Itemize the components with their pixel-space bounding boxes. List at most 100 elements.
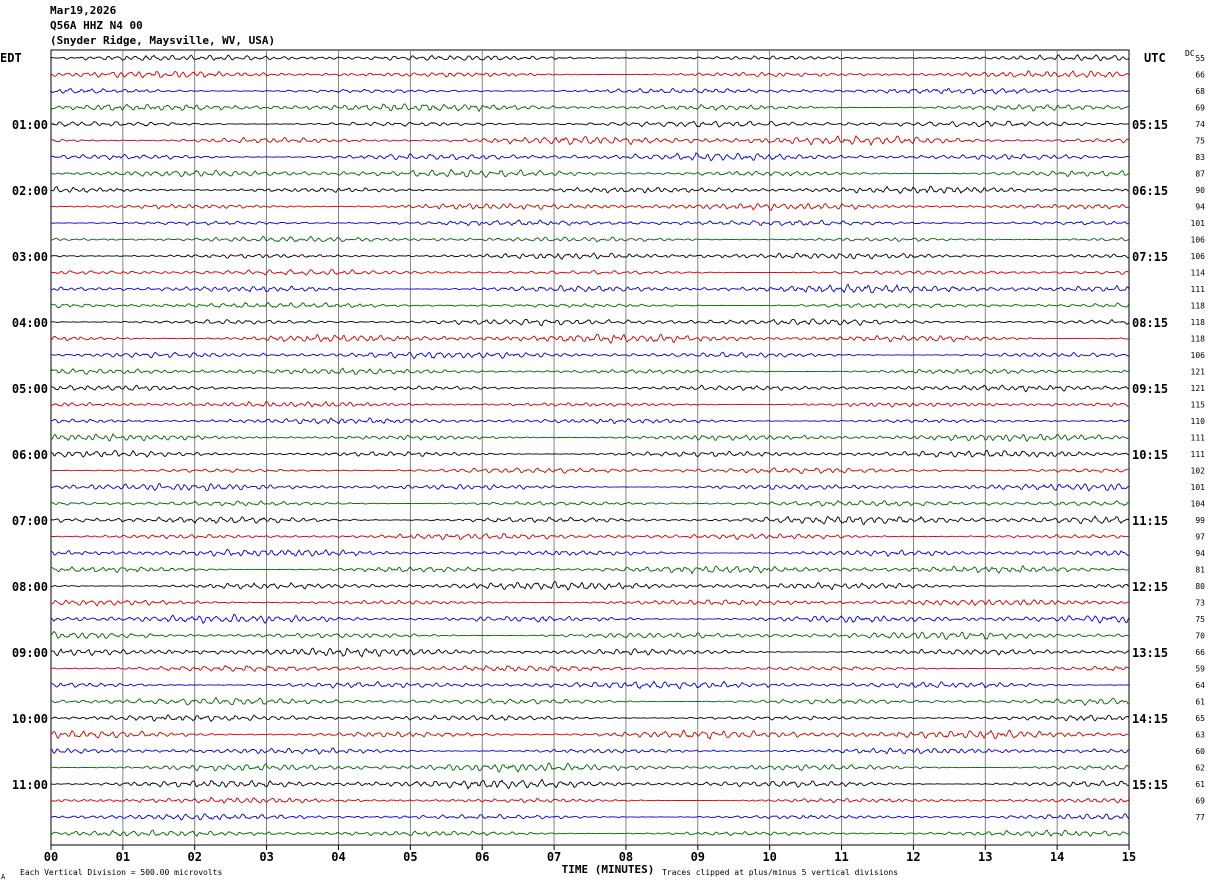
- right-time-label: 09:15: [1132, 382, 1168, 396]
- seismic-trace: [50, 548, 1130, 558]
- dc-offset-value: 97: [1195, 533, 1205, 542]
- seismic-trace: [50, 533, 1130, 540]
- seismic-trace: [50, 580, 1130, 591]
- dc-offset-value: 101: [1191, 483, 1206, 492]
- seismic-trace: [50, 333, 1130, 344]
- left-time-label: 02:00: [12, 184, 48, 198]
- dc-offset-value: 114: [1191, 269, 1206, 278]
- corner-mark: A: [1, 873, 6, 881]
- seismic-trace: [50, 630, 1130, 640]
- right-axis-title: UTC: [1144, 51, 1166, 65]
- seismic-trace: [50, 54, 1130, 61]
- seismic-trace: [50, 829, 1130, 837]
- right-time-label: 15:15: [1132, 778, 1168, 792]
- dc-offset-value: 104: [1191, 500, 1206, 509]
- right-time-label: 12:15: [1132, 580, 1168, 594]
- dc-offset-value: 66: [1195, 648, 1205, 657]
- dc-offset-value: 115: [1191, 401, 1206, 410]
- x-tick-label: 04: [331, 850, 345, 864]
- seismic-trace: [50, 152, 1130, 162]
- x-tick-label: 02: [188, 850, 202, 864]
- dc-offset-value: 66: [1195, 71, 1205, 80]
- seismic-trace: [50, 301, 1130, 309]
- dc-offset-value: 77: [1195, 813, 1205, 822]
- dc-offset-value: 111: [1191, 450, 1206, 459]
- dc-offset-value: 68: [1195, 87, 1205, 96]
- dc-offset-value: 111: [1191, 285, 1206, 294]
- dc-offset-value: 90: [1195, 186, 1205, 195]
- seismic-trace: [50, 696, 1130, 706]
- seismic-trace: [50, 168, 1130, 179]
- dc-offset-value: 118: [1191, 302, 1206, 311]
- dc-offset-value: 75: [1195, 615, 1205, 624]
- x-tick-label: 05: [403, 850, 417, 864]
- seismic-trace: [50, 729, 1130, 741]
- dc-offset-value: 69: [1195, 104, 1205, 113]
- x-axis-label: TIME (MINUTES): [562, 863, 655, 876]
- right-time-label: 11:15: [1132, 514, 1168, 528]
- dc-offset-value: 75: [1195, 137, 1205, 146]
- seismic-trace: [50, 283, 1130, 294]
- dc-offset-value: 118: [1191, 335, 1206, 344]
- x-tick-label: 00: [44, 850, 58, 864]
- seismic-trace: [50, 449, 1130, 458]
- seismic-trace: [50, 762, 1130, 774]
- left-time-label: 06:00: [12, 448, 48, 462]
- right-time-label: 06:15: [1132, 184, 1168, 198]
- seismic-trace: [50, 417, 1130, 425]
- x-tick-label: 14: [1050, 850, 1064, 864]
- dc-offset-value: 80: [1195, 582, 1205, 591]
- x-tick-label: 11: [834, 850, 848, 864]
- left-time-label: 09:00: [12, 646, 48, 660]
- dc-offset-value: 69: [1195, 797, 1205, 806]
- right-time-label: 13:15: [1132, 646, 1168, 660]
- left-time-label: 08:00: [12, 580, 48, 594]
- seismic-trace: [50, 714, 1130, 722]
- seismic-trace: [50, 87, 1130, 95]
- x-tick-label: 12: [906, 850, 920, 864]
- left-time-label: 11:00: [12, 778, 48, 792]
- dc-offset-value: 59: [1195, 665, 1205, 674]
- seismic-trace: [50, 564, 1130, 575]
- dc-offset-value: 83: [1195, 153, 1205, 162]
- seismic-trace: [50, 598, 1129, 607]
- seismic-trace: [50, 796, 1130, 804]
- dc-offset-value: 65: [1195, 714, 1205, 723]
- left-time-label: 07:00: [12, 514, 48, 528]
- dc-offset-value: 87: [1195, 170, 1205, 179]
- dc-offset-value: 121: [1191, 368, 1206, 377]
- dc-offset-value: 111: [1191, 434, 1206, 443]
- seismic-trace: [50, 268, 1130, 276]
- dc-offset-value: 118: [1191, 318, 1206, 327]
- left-axis-title: EDT: [0, 51, 22, 65]
- dc-offset-value: 73: [1195, 599, 1205, 608]
- dc-offset-value: 101: [1191, 219, 1206, 228]
- right-time-label: 14:15: [1132, 712, 1168, 726]
- dc-offset-value: 102: [1191, 467, 1206, 476]
- seismic-trace: [50, 778, 1130, 790]
- seismic-trace: [50, 515, 1130, 526]
- dc-offset-value: 74: [1195, 120, 1205, 129]
- dc-offset-value: 106: [1191, 351, 1206, 360]
- left-time-label: 10:00: [12, 712, 48, 726]
- dc-offset-value: 55: [1195, 54, 1205, 63]
- scale-note: Each Vertical Division = 500.00 microvol…: [20, 868, 222, 877]
- dc-label: DC: [1185, 49, 1195, 58]
- plot-frame: [50, 49, 1130, 846]
- seismic-trace: [50, 647, 1130, 658]
- seismic-trace: [50, 499, 1130, 507]
- dc-offset-value: 94: [1195, 203, 1205, 212]
- dc-offset-value: 62: [1195, 764, 1205, 773]
- seismic-trace: [50, 483, 1130, 492]
- seismic-trace: [50, 613, 1130, 625]
- seismic-trace: [50, 103, 1130, 113]
- seismic-trace: [50, 120, 1130, 128]
- x-tick-label: 01: [116, 850, 130, 864]
- x-tick-label: 15: [1122, 850, 1136, 864]
- x-tick-label: 08: [619, 850, 633, 864]
- left-time-label: 04:00: [12, 316, 48, 330]
- seismic-trace: [50, 813, 1130, 821]
- seismic-trace: [50, 252, 1130, 260]
- seismic-trace: [50, 185, 1130, 195]
